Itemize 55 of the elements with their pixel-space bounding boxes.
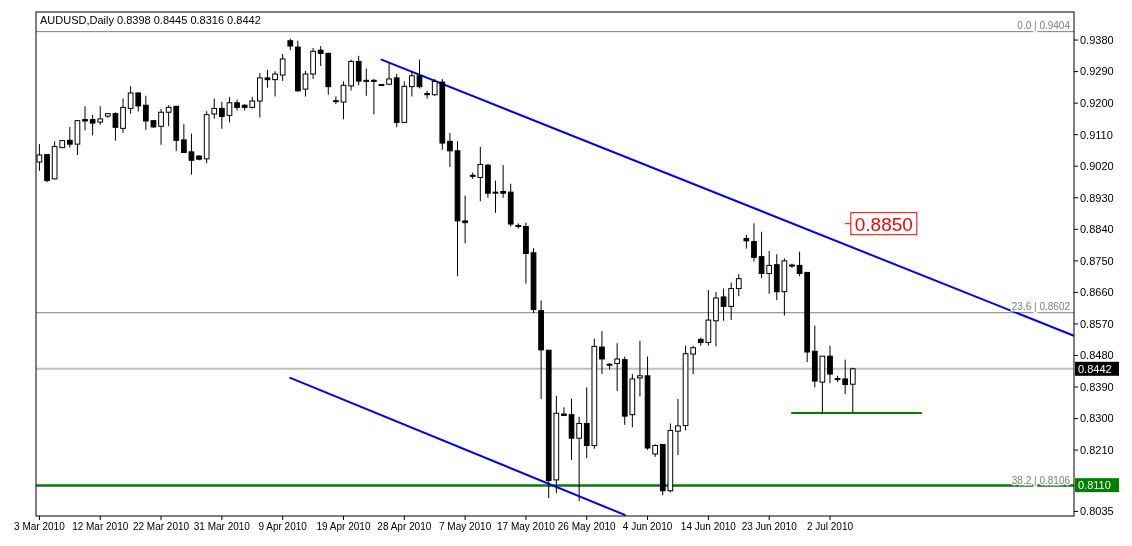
candlestick — [614, 342, 620, 392]
y-tick-label: 0.8660 — [1080, 286, 1114, 299]
candlestick — [272, 70, 278, 97]
y-tick-label: 0.9020 — [1080, 160, 1114, 173]
ref-line-label: 0.0 | 0.9404 — [1017, 19, 1071, 31]
ref-line-label: 0.8442 — [1078, 362, 1112, 375]
x-tick-label: 31 Mar 2010 — [193, 521, 251, 532]
y-tick-label: 0.8840 — [1080, 223, 1114, 236]
candlestick — [849, 367, 856, 414]
candlestick — [120, 98, 126, 134]
x-tick-label: 23 Jun 2010 — [741, 521, 798, 532]
y-tick-label: 0.9110 — [1080, 128, 1113, 141]
y-tick-label: 0.8210 — [1080, 443, 1114, 456]
y-tick-label: 0.8570 — [1080, 317, 1114, 330]
candlestick — [371, 78, 377, 115]
x-tick-label: 14 Jun 2010 — [680, 521, 737, 532]
candlestick — [675, 398, 681, 456]
candlestick — [827, 345, 833, 384]
x-tick-label: 12 Mar 2010 — [72, 521, 129, 532]
candlestick — [637, 340, 643, 397]
candlestick — [424, 90, 430, 100]
candlestick — [310, 47, 316, 80]
x-tick-label: 22 Mar 2010 — [132, 521, 190, 532]
x-tick-label: 4 Jun 2010 — [622, 521, 673, 532]
candlestick — [561, 406, 567, 417]
y-tick-label: 0.8300 — [1080, 412, 1114, 425]
candlestick — [735, 273, 742, 297]
y-tick-label: 0.8750 — [1080, 254, 1114, 267]
x-tick-label: 19 Apr 2010 — [316, 521, 371, 532]
x-tick-label: 2 Jul 2010 — [806, 521, 854, 532]
candlestick — [751, 222, 757, 263]
annotation: 0.8850 — [854, 213, 913, 235]
y-tick-label: 0.8930 — [1080, 191, 1114, 204]
y-tick-label: 0.8035 — [1080, 505, 1114, 518]
y-tick-label: 0.9380 — [1080, 33, 1114, 46]
candlestick — [82, 105, 88, 131]
y-tick-label: 0.9290 — [1080, 65, 1114, 78]
candlestick — [279, 53, 286, 82]
candlestick — [599, 330, 605, 375]
ref-line-label: 38.2 | 0.8106 — [1011, 474, 1071, 486]
candlestick — [447, 132, 453, 168]
x-tick-label: 3 Mar 2010 — [14, 521, 66, 532]
candlestick — [713, 291, 719, 347]
x-tick-label: 26 May 2010 — [557, 521, 617, 532]
x-tick-label: 7 May 2010 — [438, 521, 492, 532]
ref-line-label: 23.6 | 0.8602 — [1011, 300, 1071, 312]
y-tick-label: 0.8390 — [1080, 380, 1114, 393]
x-tick-label: 28 Apr 2010 — [377, 521, 432, 532]
y-tick-label: 0.9200 — [1080, 96, 1114, 109]
candlestick — [158, 108, 164, 146]
chart-title: AUDUSD,Daily 0.8398 0.8445 0.8316 0.8442 — [40, 14, 261, 26]
y-tick-label: 0.8480 — [1080, 349, 1114, 362]
ref-line-label: 0.8110 — [1078, 479, 1111, 492]
x-tick-label: 17 May 2010 — [497, 521, 556, 532]
x-tick-label: 9 Apr 2010 — [258, 521, 308, 532]
